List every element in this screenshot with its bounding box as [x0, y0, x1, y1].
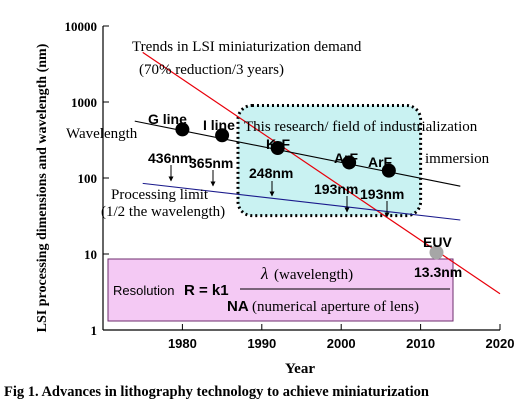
- i-line-label: I line: [203, 117, 235, 133]
- y-tick-label: 10: [84, 247, 97, 262]
- arf-1-wavelength: 193nm: [314, 181, 358, 197]
- krf-wavelength: 248nm: [249, 165, 293, 181]
- formula-numerator-text: (wavelength): [274, 267, 353, 283]
- data-points: [175, 122, 444, 260]
- formula-denominator-text: (numerical aperture of lens): [252, 299, 419, 315]
- figure-caption: Fig 1. Advances in lithography technolog…: [4, 384, 429, 400]
- y-tick-label: 1000: [71, 95, 97, 110]
- x-tick-label: 2010: [406, 336, 435, 351]
- arf-2-label: ArF: [368, 154, 393, 170]
- arf-1-label: ArF: [334, 150, 359, 166]
- formula-numerator-symbol: λ: [260, 264, 268, 283]
- x-ticks: 1980 1990 2000 2010 2020: [168, 324, 515, 351]
- data-point-arf-3: [342, 155, 357, 170]
- research-field-annotation-1: This research/ field of industrializatio…: [244, 119, 478, 135]
- data-point-g-line-0: [175, 122, 190, 137]
- euv-label: EUV: [423, 234, 452, 250]
- data-point-krf-2: [270, 141, 285, 156]
- formula-box: [107, 258, 454, 322]
- demand-subtitle: (70% reduction/3 years): [139, 62, 284, 78]
- x-tick-label: 2020: [486, 336, 515, 351]
- data-point-i-line-1: [215, 128, 230, 143]
- x-tick-label: 1990: [247, 336, 276, 351]
- formula-resolution-label: Resolution: [113, 283, 174, 298]
- formula-denominator-symbol: NA: [227, 298, 249, 315]
- x-tick-label: 1980: [168, 336, 197, 351]
- demand-trend-line: [142, 51, 501, 295]
- y-tick-label: 10000: [65, 19, 98, 34]
- g-line-label: G line: [148, 111, 187, 127]
- arf-2-wavelength: 193nm: [360, 186, 404, 202]
- y-tick-label: 100: [78, 171, 98, 186]
- processing-limit-annotation-1: Processing limit: [111, 187, 209, 203]
- data-point-arf-4: [381, 163, 396, 178]
- processing-limit-annotation-2: (1/2 the wavelength): [101, 204, 225, 220]
- krf-label: KrF: [266, 136, 291, 152]
- y-tick-label: 1: [91, 323, 98, 338]
- euv-wavelength: 13.3nm: [414, 264, 462, 280]
- demand-title: Trends in LSI miniaturization demand: [132, 39, 362, 55]
- g-line-wavelength: 436nm: [148, 150, 192, 166]
- y-ticks: 1 10 100 1000 10000: [65, 19, 109, 338]
- i-line-wavelength: 365nm: [189, 155, 233, 171]
- research-field-annotation-2: immersion: [425, 151, 490, 167]
- wavelength-annotation: Wavelength: [66, 126, 138, 142]
- y-axis-title: LSI processing dimensions and wavelength…: [35, 43, 50, 332]
- wavelength-trend-line: [134, 120, 461, 187]
- formula-lhs: R = k1: [184, 282, 229, 299]
- x-axis-title: Year: [285, 361, 315, 377]
- x-tick-label: 2000: [327, 336, 356, 351]
- processing-limit-line: [142, 182, 461, 221]
- data-point-euv-5: [429, 245, 444, 260]
